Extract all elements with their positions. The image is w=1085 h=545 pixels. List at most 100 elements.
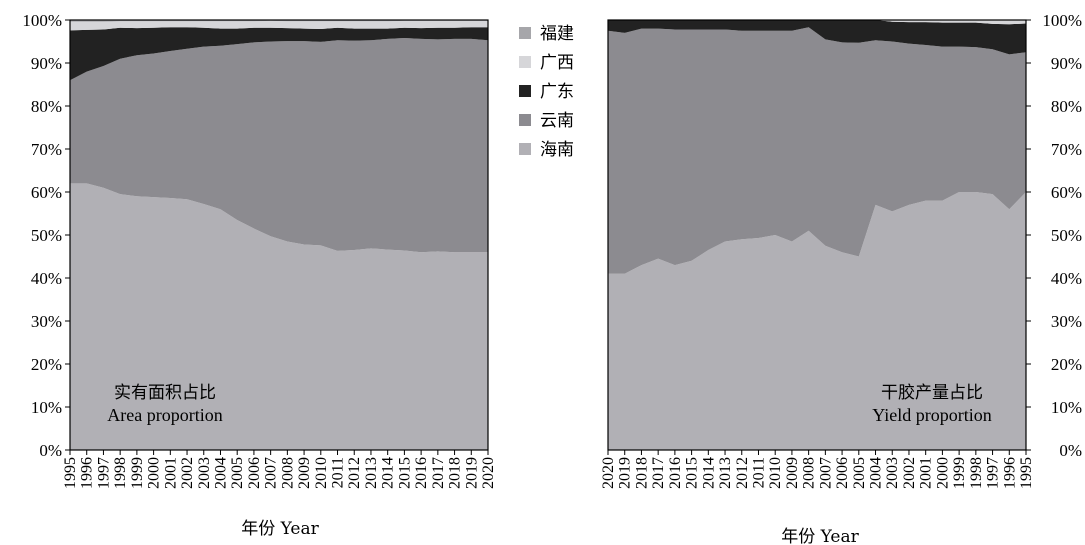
- x-tick-label: 2003: [884, 457, 901, 489]
- x-tick-label: 2006: [246, 457, 263, 489]
- chart-panel-1: 0%10%20%30%40%50%60%70%80%90%100%1995 199…: [22, 11, 497, 539]
- x-tick-label: 2012: [734, 457, 751, 489]
- y-tick-label: 90%: [31, 54, 62, 73]
- x-tick-label: 1997: [985, 457, 1002, 489]
- legend-label: 福建: [540, 24, 574, 44]
- x-tick-label: 2000: [146, 457, 163, 489]
- area-series-海南: [70, 183, 488, 450]
- x-tick-label: 1998: [112, 457, 129, 489]
- y-tick-label: 0%: [39, 441, 62, 460]
- y-tick-label: 50%: [31, 226, 62, 245]
- panel-subtitle: Yield proportion: [872, 405, 992, 425]
- x-tick-label: 2000: [934, 457, 951, 489]
- x-tick-label: 2007: [263, 457, 280, 489]
- y-tick-label: 20%: [31, 355, 62, 374]
- y-tick-label: 10%: [1051, 398, 1082, 417]
- y-tick-label: 90%: [1051, 54, 1082, 73]
- area-series-广东: [608, 20, 1026, 55]
- legend-label: 广东: [540, 82, 574, 102]
- x-tick-label: 2013: [717, 457, 734, 489]
- x-tick-label: 2015: [396, 457, 413, 489]
- y-tick-label: 70%: [31, 140, 62, 159]
- x-tick-label: 1995: [62, 457, 79, 489]
- x-tick-label: 1995: [1018, 457, 1035, 489]
- x-axis-label: 年份 Year: [241, 519, 319, 539]
- y-tick-label: 100%: [22, 11, 62, 30]
- area-series-广西: [608, 20, 1026, 25]
- x-tick-label: 2018: [447, 457, 464, 489]
- y-tick-label: 60%: [1051, 183, 1082, 202]
- panel-subtitle: Area proportion: [107, 405, 222, 425]
- panel-title: 干胶产量占比: [881, 383, 983, 403]
- y-tick-label: 70%: [1051, 140, 1082, 159]
- x-tick-label: 2020: [600, 457, 617, 489]
- y-tick-label: 40%: [1051, 269, 1082, 288]
- legend-swatch: [519, 143, 531, 155]
- x-tick-label: 2011: [750, 457, 767, 488]
- y-tick-label: 10%: [31, 398, 62, 417]
- x-tick-label: 2017: [650, 457, 667, 489]
- y-tick-label: 40%: [31, 269, 62, 288]
- x-tick-label: 2004: [212, 457, 229, 489]
- legend-label: 云南: [540, 111, 574, 131]
- x-tick-label: 2016: [413, 457, 430, 489]
- y-tick-label: 0%: [1059, 441, 1082, 460]
- panel-title: 实有面积占比: [114, 383, 216, 403]
- x-tick-label: 2019: [463, 457, 480, 489]
- x-tick-label: 2003: [196, 457, 213, 489]
- x-tick-label: 2006: [834, 457, 851, 489]
- x-tick-label: 1998: [968, 457, 985, 489]
- x-tick-label: 2011: [330, 457, 347, 488]
- x-tick-label: 2010: [767, 457, 784, 489]
- x-tick-label: 2009: [296, 457, 313, 489]
- legend-label: 广西: [540, 53, 574, 73]
- x-tick-label: 2007: [817, 457, 834, 489]
- legend-swatch: [519, 114, 531, 126]
- x-tick-label: 2012: [346, 457, 363, 489]
- x-tick-label: 2001: [162, 457, 179, 489]
- x-tick-label: 2015: [684, 457, 701, 489]
- x-tick-label: 2008: [279, 457, 296, 489]
- x-tick-label: 2018: [633, 457, 650, 489]
- legend-swatch: [519, 56, 531, 68]
- x-tick-label: 2002: [901, 457, 918, 489]
- x-tick-label: 1999: [951, 457, 968, 489]
- legend-swatch: [519, 27, 531, 39]
- x-tick-label: 1996: [1001, 457, 1018, 489]
- x-tick-label: 2020: [480, 457, 497, 489]
- y-tick-label: 20%: [1051, 355, 1082, 374]
- y-tick-label: 60%: [31, 183, 62, 202]
- x-tick-label: 2005: [851, 457, 868, 489]
- area-series-云南: [608, 27, 1026, 274]
- x-tick-label: 2004: [868, 457, 885, 489]
- x-tick-label: 1999: [129, 457, 146, 489]
- x-tick-label: 2005: [229, 457, 246, 489]
- legend-label: 海南: [540, 140, 574, 160]
- x-tick-label: 2016: [667, 457, 684, 489]
- area-series-广东: [70, 27, 488, 81]
- area-series-海南: [608, 192, 1026, 450]
- area-series-云南: [70, 38, 488, 253]
- x-tick-label: 2008: [801, 457, 818, 489]
- x-tick-label: 2014: [700, 457, 717, 489]
- y-tick-label: 50%: [1051, 226, 1082, 245]
- x-axis-label: 年份 Year: [781, 527, 859, 545]
- chart-panel-2: 0%10%20%30%40%50%60%70%80%90%100%2020 201…: [600, 11, 1082, 545]
- x-tick-label: 2014: [380, 457, 397, 489]
- x-tick-label: 2002: [179, 457, 196, 489]
- x-tick-label: 1996: [79, 457, 96, 489]
- area-series-广西: [70, 20, 488, 31]
- x-tick-label: 2009: [784, 457, 801, 489]
- y-tick-label: 100%: [1042, 11, 1082, 30]
- y-tick-label: 30%: [1051, 312, 1082, 331]
- x-tick-label: 2013: [363, 457, 380, 489]
- y-tick-label: 80%: [31, 97, 62, 116]
- y-tick-label: 30%: [31, 312, 62, 331]
- x-tick-label: 2001: [918, 457, 935, 489]
- legend-swatch: [519, 85, 531, 97]
- x-tick-label: 2017: [430, 457, 447, 489]
- x-tick-label: 1997: [95, 457, 112, 489]
- x-tick-label: 2010: [313, 457, 330, 489]
